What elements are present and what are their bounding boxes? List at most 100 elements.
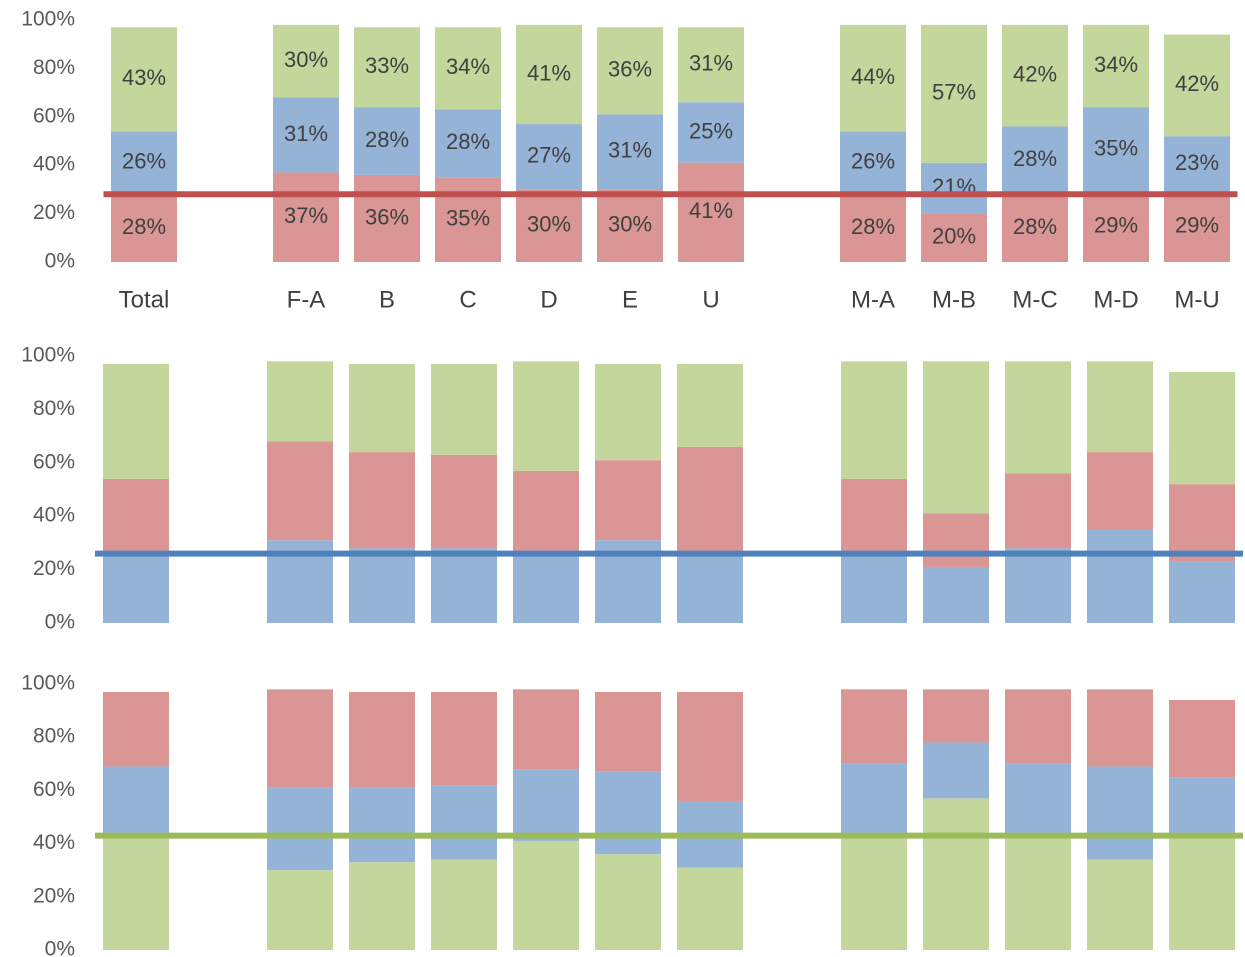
bar-segment xyxy=(516,124,582,190)
data-label: 34% xyxy=(1094,52,1138,77)
data-label: 31% xyxy=(284,121,328,146)
bar-segment xyxy=(431,691,497,786)
y-tick-label: 0% xyxy=(45,250,75,273)
y-tick-label: 20% xyxy=(33,201,75,224)
y-tick-label: 60% xyxy=(33,778,75,801)
bar-segment xyxy=(677,691,743,802)
bar-segment xyxy=(431,548,497,623)
data-label: 30% xyxy=(284,47,328,72)
x-tick-label: M-C xyxy=(1012,286,1057,313)
bar-segment xyxy=(923,513,989,567)
data-label: 37% xyxy=(284,203,328,228)
bar-segment xyxy=(1169,838,1235,950)
bar-segment xyxy=(840,194,906,262)
bar-segment xyxy=(516,24,582,125)
bar-segment xyxy=(513,689,579,770)
bar-segment xyxy=(103,835,169,950)
bar-segment xyxy=(923,689,989,743)
data-label: 36% xyxy=(365,204,409,229)
bar-segment xyxy=(267,361,333,442)
bar-segment xyxy=(431,785,497,860)
bar-segment xyxy=(513,470,579,551)
bar-segment xyxy=(516,189,582,262)
bar-segment xyxy=(597,27,663,115)
bar-segment xyxy=(111,27,177,132)
bar-segment xyxy=(431,364,497,455)
bar-segment xyxy=(841,689,907,764)
y-tick-label: 60% xyxy=(33,104,75,127)
data-label: 41% xyxy=(689,198,733,223)
bar-segment xyxy=(841,763,907,833)
data-label: 34% xyxy=(446,54,490,79)
bar-segment xyxy=(841,478,907,554)
bar-segment xyxy=(1087,689,1153,767)
x-tick-label: Total xyxy=(119,286,170,313)
bar-segment xyxy=(1087,452,1153,530)
y-tick-label: 80% xyxy=(33,56,75,79)
bar-segment xyxy=(923,361,989,514)
bar-segment xyxy=(841,832,907,950)
bar-segment xyxy=(921,24,987,163)
data-label: 31% xyxy=(689,51,733,76)
bar-segment xyxy=(431,454,497,549)
x-tick-label: U xyxy=(702,286,719,313)
bar-segment xyxy=(678,162,744,262)
bar-segment xyxy=(1164,136,1230,192)
bar-segment xyxy=(435,109,501,178)
bar-segment xyxy=(1087,529,1153,623)
y-tick-label: 80% xyxy=(33,725,75,748)
bar-segment xyxy=(354,107,420,175)
y-tick-label: 40% xyxy=(33,153,75,176)
bar-segment xyxy=(1169,372,1235,485)
data-label: 35% xyxy=(446,205,490,230)
data-label: 42% xyxy=(1013,61,1057,86)
data-label: 28% xyxy=(122,214,166,239)
data-label: 57% xyxy=(932,80,976,105)
bar-segment xyxy=(1005,548,1071,623)
y-tick-label: 40% xyxy=(33,831,75,854)
bar-segment xyxy=(111,131,177,195)
data-label: 26% xyxy=(122,149,166,174)
bar-segment xyxy=(1087,361,1153,453)
bar-segment xyxy=(513,769,579,841)
bar-segment xyxy=(267,787,333,871)
data-label: 29% xyxy=(1175,213,1219,238)
y-tick-label: 0% xyxy=(45,938,75,957)
bar-segment xyxy=(1083,24,1149,108)
bar-segment xyxy=(1164,191,1230,262)
data-label: 44% xyxy=(851,64,895,89)
bar-segment xyxy=(111,194,177,262)
bar-segment xyxy=(103,364,169,479)
bar-segment xyxy=(923,798,989,950)
bar-segment xyxy=(678,27,744,103)
bar-segment xyxy=(1005,473,1071,549)
data-label: 42% xyxy=(1175,71,1219,96)
bar-segment xyxy=(1169,484,1235,562)
bar-segment xyxy=(595,854,661,950)
bar-segment xyxy=(267,441,333,541)
x-tick-label: D xyxy=(540,286,557,313)
bar-segment xyxy=(349,548,415,623)
data-label: 20% xyxy=(932,224,976,249)
bar-segment xyxy=(921,213,987,262)
bar-segment xyxy=(103,691,169,767)
data-label: 30% xyxy=(527,212,571,237)
bar-segment xyxy=(1002,24,1068,127)
data-label: 23% xyxy=(1175,150,1219,175)
bar-segment xyxy=(267,689,333,788)
x-tick-label: M-B xyxy=(932,286,976,313)
y-tick-label: 100% xyxy=(21,672,75,695)
bar-segment xyxy=(1002,126,1068,195)
data-label: 27% xyxy=(527,143,571,168)
data-label: 35% xyxy=(1094,135,1138,160)
bar-segment xyxy=(273,97,339,173)
bar-segment xyxy=(1087,859,1153,950)
bar-segment xyxy=(273,172,339,262)
data-label: 33% xyxy=(365,53,409,78)
bar-segment xyxy=(595,771,661,855)
bar-segment xyxy=(678,102,744,163)
bar-segment xyxy=(435,27,501,110)
bar-segment xyxy=(1164,34,1230,137)
bar-segment xyxy=(1083,107,1149,192)
